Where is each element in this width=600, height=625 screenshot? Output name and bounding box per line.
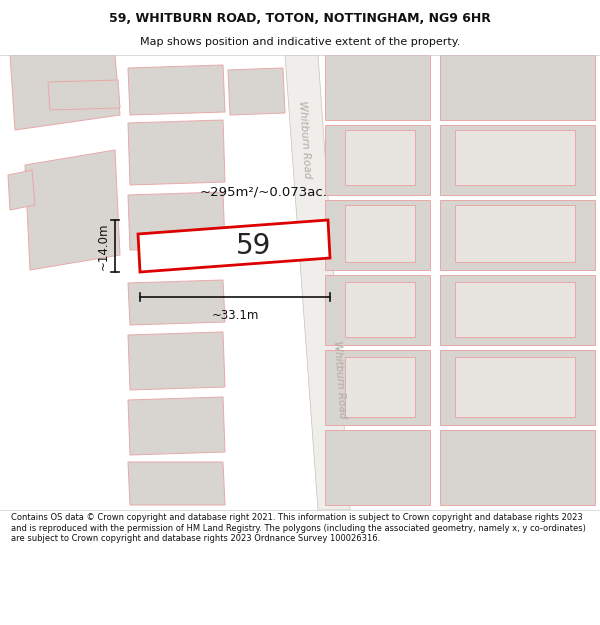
Polygon shape (128, 120, 225, 185)
Polygon shape (325, 350, 430, 425)
Polygon shape (440, 55, 595, 120)
Polygon shape (8, 170, 35, 210)
Polygon shape (440, 125, 595, 195)
Text: Contains OS data © Crown copyright and database right 2021. This information is : Contains OS data © Crown copyright and d… (11, 514, 586, 543)
Polygon shape (345, 205, 415, 262)
Polygon shape (455, 130, 575, 185)
Polygon shape (455, 282, 575, 337)
Polygon shape (325, 200, 430, 270)
Text: ~295m²/~0.073ac.: ~295m²/~0.073ac. (200, 186, 328, 199)
Polygon shape (10, 55, 120, 130)
Text: ~14.0m: ~14.0m (97, 222, 110, 270)
Polygon shape (128, 397, 225, 455)
Polygon shape (440, 350, 595, 425)
Polygon shape (128, 192, 225, 250)
Polygon shape (128, 462, 225, 505)
Polygon shape (345, 282, 415, 337)
Polygon shape (128, 65, 225, 115)
Polygon shape (440, 275, 595, 345)
Polygon shape (325, 55, 430, 120)
Polygon shape (455, 205, 575, 262)
Polygon shape (345, 357, 415, 417)
Polygon shape (228, 68, 285, 115)
Polygon shape (25, 150, 120, 270)
Polygon shape (345, 130, 415, 185)
Polygon shape (440, 200, 595, 270)
Text: Whitburn Road: Whitburn Road (297, 101, 313, 179)
Polygon shape (48, 80, 120, 110)
Polygon shape (285, 55, 350, 510)
Polygon shape (128, 332, 225, 390)
Polygon shape (455, 357, 575, 417)
Text: 59: 59 (236, 232, 272, 260)
Polygon shape (128, 280, 225, 325)
Text: Whitburn Road: Whitburn Road (332, 341, 348, 419)
Polygon shape (325, 125, 430, 195)
Polygon shape (325, 430, 430, 505)
Polygon shape (440, 430, 595, 505)
Polygon shape (325, 275, 430, 345)
Text: ~33.1m: ~33.1m (211, 309, 259, 322)
Text: Map shows position and indicative extent of the property.: Map shows position and indicative extent… (140, 38, 460, 48)
Text: 59, WHITBURN ROAD, TOTON, NOTTINGHAM, NG9 6HR: 59, WHITBURN ROAD, TOTON, NOTTINGHAM, NG… (109, 12, 491, 25)
Polygon shape (138, 220, 330, 272)
